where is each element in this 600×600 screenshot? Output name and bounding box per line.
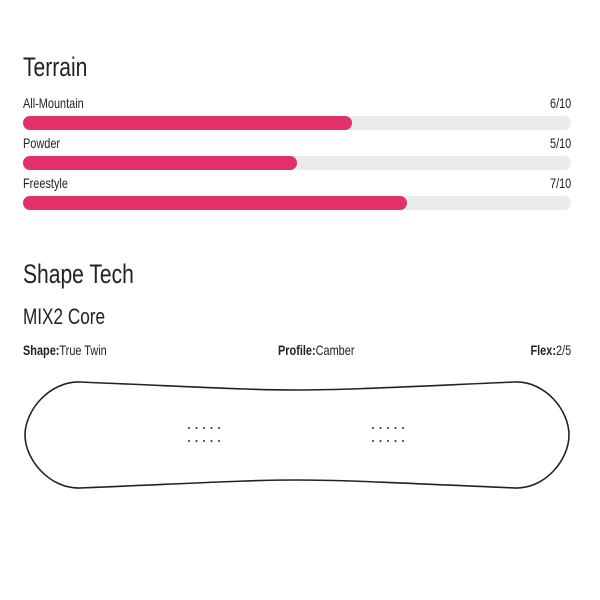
spec-flex-label: Flex: <box>530 342 556 358</box>
binding-insert-dot <box>218 440 220 442</box>
binding-insert-dot <box>387 440 389 442</box>
terrain-bar-fill <box>23 196 407 210</box>
terrain-heading: Terrain <box>23 52 88 82</box>
binding-insert-dot <box>188 440 190 442</box>
terrain-bar-fill <box>23 156 297 170</box>
terrain-bar-fill <box>23 116 352 130</box>
binding-insert-dot <box>379 440 382 442</box>
spec-profile-value: Camber <box>315 342 355 358</box>
terrain-label: Freestyle <box>23 175 68 191</box>
terrain-bar-track <box>23 156 571 170</box>
terrain-value: 7/10 <box>549 175 571 191</box>
binding-insert-dot <box>218 427 220 429</box>
terrain-label: All-Mountain <box>23 95 84 111</box>
binding-insert-dot <box>372 440 374 442</box>
shape-tech-heading: Shape Tech <box>23 259 134 289</box>
terrain-bar-track <box>23 116 571 130</box>
core-name: MIX2 Core <box>23 304 106 329</box>
binding-insert-dot <box>372 427 374 429</box>
spec-shape-value: True Twin <box>59 342 107 358</box>
spec-profile-label: Profile: <box>278 342 316 358</box>
terrain-value: 5/10 <box>549 135 571 151</box>
binding-insert-dot <box>379 427 382 429</box>
binding-insert-dot <box>394 427 397 429</box>
spec-shape-label: Shape: <box>23 342 60 358</box>
binding-insert-dot <box>195 440 198 442</box>
spec-shape: Shape:True Twin <box>23 342 130 358</box>
binding-insert-dot <box>195 427 198 429</box>
binding-insert-dot <box>188 427 190 429</box>
binding-insert-dot <box>402 440 404 442</box>
spec-flex-value: 2/5 <box>555 342 571 358</box>
spec-profile: Profile:Camber <box>278 342 376 358</box>
terrain-label: Powder <box>23 135 61 151</box>
binding-insert-dot <box>203 440 205 442</box>
binding-insert-dot <box>394 440 397 442</box>
binding-insert-dot <box>210 440 213 442</box>
binding-insert-dot <box>387 427 389 429</box>
binding-insert-dot <box>210 427 213 429</box>
terrain-bar-track <box>23 196 571 210</box>
binding-insert-dot <box>203 427 205 429</box>
binding-insert-dot <box>402 427 404 429</box>
terrain-value: 6/10 <box>549 95 571 111</box>
spec-flex: Flex:2/5 <box>519 342 571 358</box>
